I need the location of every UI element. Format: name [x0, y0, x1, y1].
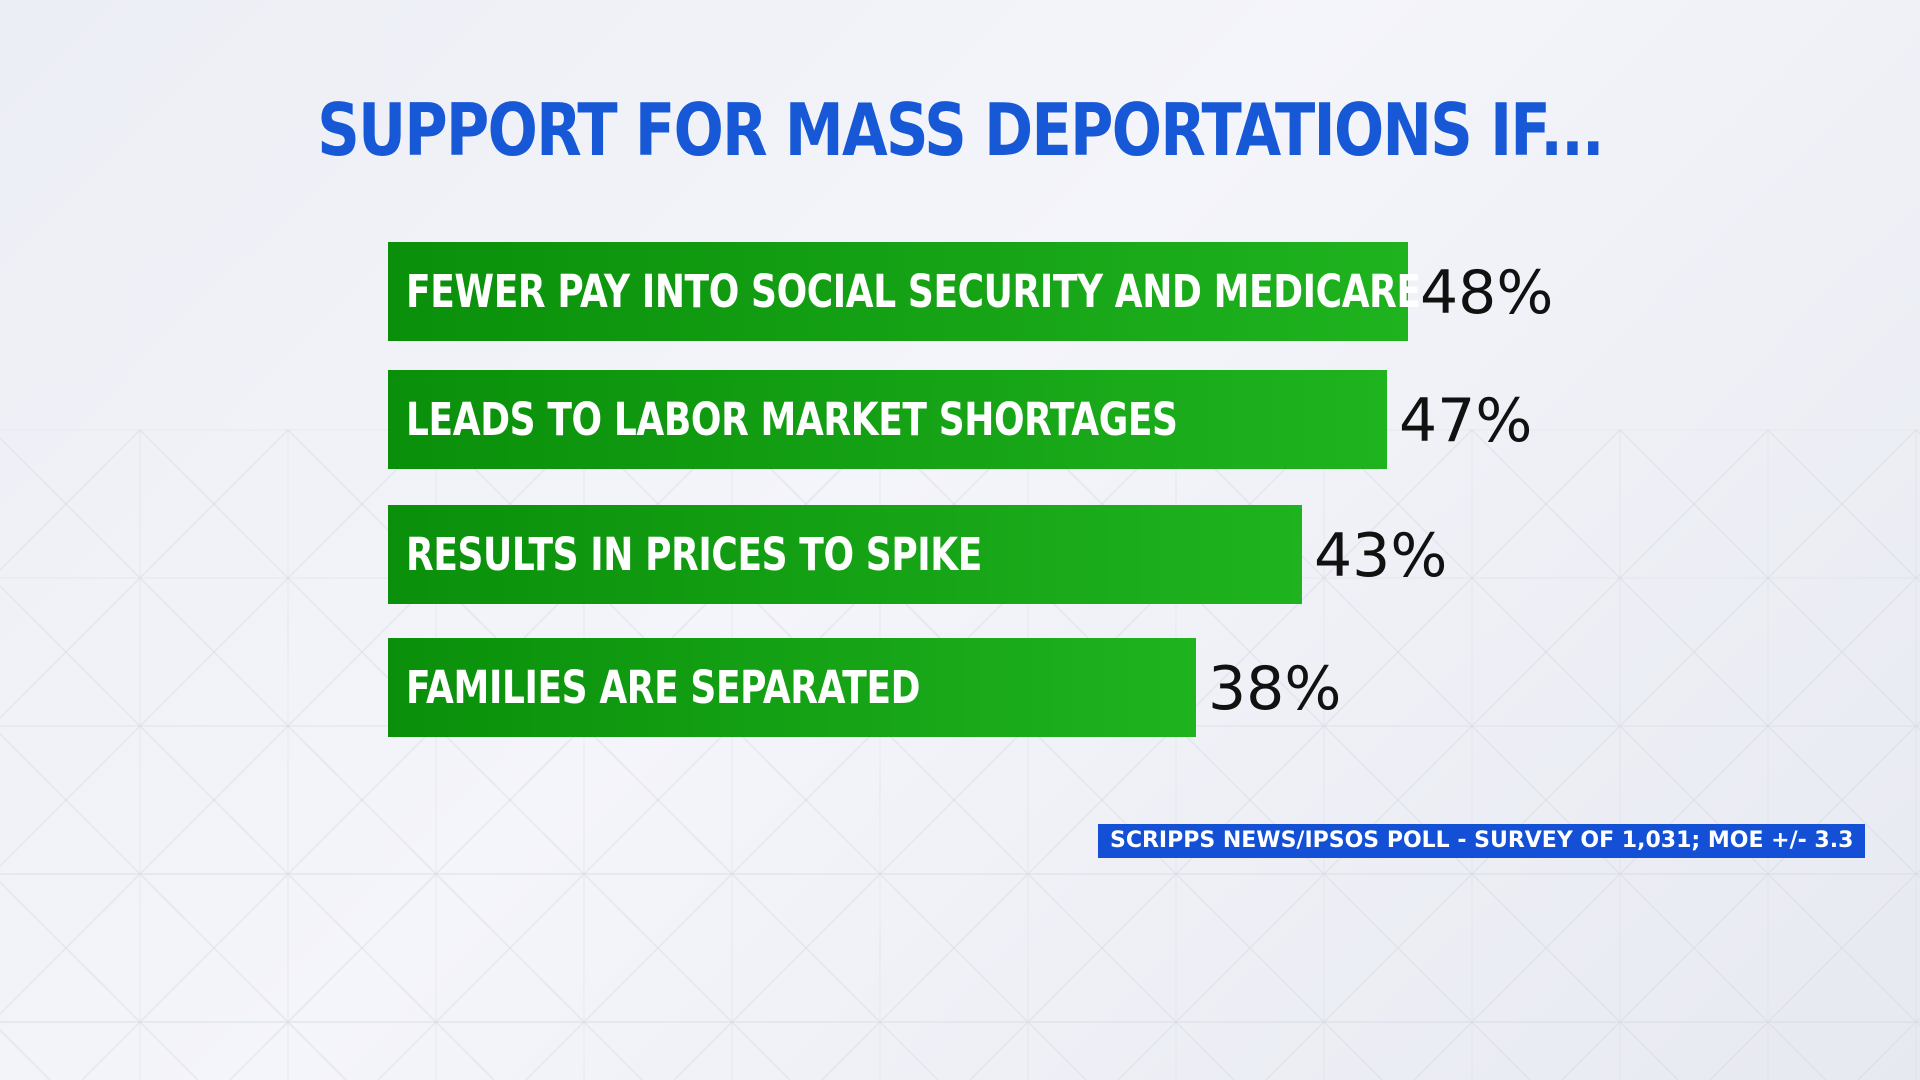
bar-value-label: 38%: [1208, 654, 1342, 724]
bar-label: FEWER PAY INTO SOCIAL SECURITY AND MEDIC…: [406, 265, 1421, 318]
chart-title: SUPPORT FOR MASS DEPORTATIONS IF...: [317, 88, 1604, 172]
bar: RESULTS IN PRICES TO SPIKE: [388, 505, 1302, 604]
source-note: SCRIPPS NEWS/IPSOS POLL - SURVEY OF 1,03…: [1098, 824, 1866, 858]
bar-label: FAMILIES ARE SEPARATED: [406, 661, 921, 714]
bar-label: RESULTS IN PRICES TO SPIKE: [406, 528, 982, 581]
bar: FAMILIES ARE SEPARATED: [388, 638, 1196, 737]
bar-value-label: 43%: [1314, 521, 1448, 591]
bar: LEADS TO LABOR MARKET SHORTAGES: [388, 370, 1387, 469]
bar-value-label: 47%: [1399, 386, 1533, 456]
bar: FEWER PAY INTO SOCIAL SECURITY AND MEDIC…: [388, 242, 1421, 341]
bar-value-label: 48%: [1420, 258, 1554, 328]
bar-label: LEADS TO LABOR MARKET SHORTAGES: [406, 393, 1178, 446]
